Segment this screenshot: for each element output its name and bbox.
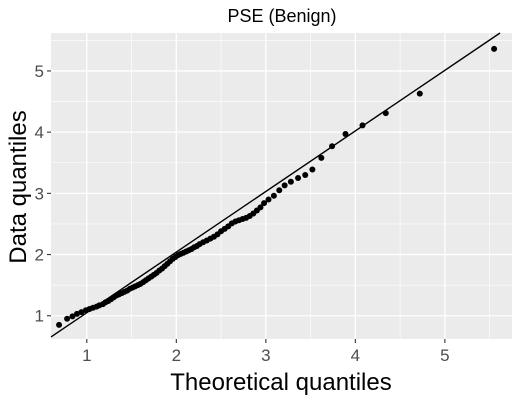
data-point (491, 45, 498, 52)
reference-line-group (50, 32, 501, 338)
data-point (270, 192, 277, 199)
x-tick-label: 4 (351, 346, 360, 365)
grid (51, 33, 512, 339)
data-point (56, 321, 63, 328)
x-tick-label: 3 (261, 346, 270, 365)
x-tick-label: 1 (82, 346, 91, 365)
data-point (302, 171, 309, 178)
y-tick-label: 3 (35, 184, 44, 203)
y-tick-label: 4 (35, 123, 44, 142)
y-axis: 1 2 3 4 5 (35, 62, 51, 326)
x-axis-title: Theoretical quantiles (170, 369, 391, 396)
data-point (281, 182, 288, 189)
data-point (318, 154, 325, 161)
x-axis: 1 2 3 4 5 (82, 339, 450, 365)
data-point (329, 143, 336, 150)
data-point (69, 313, 76, 320)
data-point (359, 122, 366, 129)
chart-title: PSE (Benign) (227, 6, 336, 26)
data-point (287, 178, 294, 185)
y-tick-label: 5 (35, 62, 44, 81)
x-tick-label: 5 (440, 346, 449, 365)
data-point (257, 204, 264, 211)
data-point (309, 166, 316, 173)
data-point (276, 187, 283, 194)
y-axis-title: Data quantiles (5, 110, 32, 263)
data-points (56, 45, 498, 328)
data-point (382, 110, 389, 117)
data-point (342, 130, 349, 137)
data-point (64, 315, 71, 322)
data-point (416, 90, 423, 97)
data-point (265, 196, 272, 203)
x-tick-label: 2 (172, 346, 181, 365)
y-tick-label: 1 (35, 307, 44, 326)
data-point (295, 175, 302, 182)
y-tick-label: 2 (35, 246, 44, 265)
data-point (261, 200, 268, 207)
reference-line (50, 32, 501, 338)
